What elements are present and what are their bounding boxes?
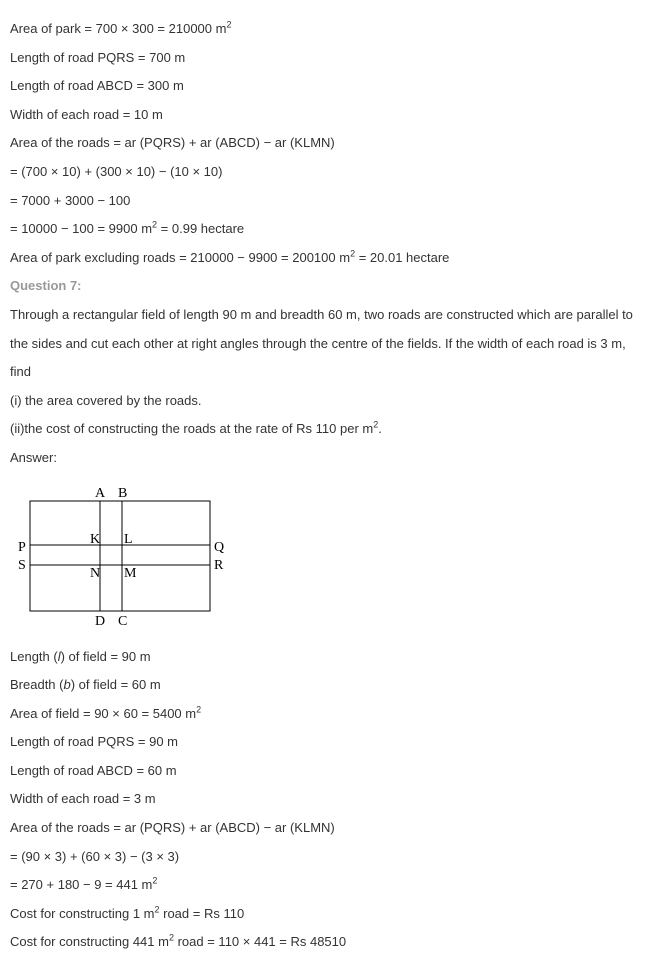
svg-text:R: R: [214, 558, 224, 573]
text: = (90 × 3) + (60 × 3) − (3 × 3): [10, 849, 179, 864]
text-pre: Breadth (: [10, 677, 63, 692]
solution7-line5: Length of road ABCD = 60 m: [10, 757, 644, 786]
heading-text: Question 7:: [10, 278, 82, 293]
svg-text:A: A: [95, 486, 106, 501]
text: = (700 × 10) + (300 × 10) − (10 × 10): [10, 164, 222, 179]
text: Through a rectangular field of length 90…: [10, 307, 633, 379]
text: = 7000 + 3000 − 100: [10, 193, 130, 208]
text: = 270 + 180 − 9 = 441 m2: [10, 877, 157, 892]
solution6-line2: Length of road PQRS = 700 m: [10, 44, 644, 73]
svg-text:P: P: [18, 540, 26, 555]
text: Answer:: [10, 450, 57, 465]
solution6-line7: = 7000 + 3000 − 100: [10, 187, 644, 216]
text: Area of field = 90 × 60 = 5400 m2: [10, 706, 201, 721]
question7-heading: Question 7:: [10, 272, 644, 301]
text: Width of each road = 3 m: [10, 791, 156, 806]
solution7-line6: Width of each road = 3 m: [10, 785, 644, 814]
answer-label: Answer:: [10, 444, 644, 473]
svg-text:K: K: [90, 532, 100, 547]
svg-text:Q: Q: [214, 540, 224, 555]
solution6-line8: = 10000 − 100 = 9900 m2 = 0.99 hectare: [10, 215, 644, 244]
solution7-line3: Area of field = 90 × 60 = 5400 m2: [10, 700, 644, 729]
text: Area of the roads = ar (PQRS) + ar (ABCD…: [10, 820, 335, 835]
text-pre: Length (: [10, 649, 58, 664]
svg-text:L: L: [124, 532, 133, 547]
solution7-line9: = 270 + 180 − 9 = 441 m2: [10, 871, 644, 900]
svg-text:M: M: [124, 566, 137, 581]
text: Length of road ABCD = 60 m: [10, 763, 177, 778]
text: Length of road PQRS = 90 m: [10, 734, 178, 749]
svg-text:S: S: [18, 558, 26, 573]
solution7-line7: Area of the roads = ar (PQRS) + ar (ABCD…: [10, 814, 644, 843]
svg-text:N: N: [90, 566, 100, 581]
solution6-line4: Width of each road = 10 m: [10, 101, 644, 130]
text: (i) the area covered by the roads.: [10, 393, 202, 408]
text: = 10000 − 100 = 9900 m2 = 0.99 hectare: [10, 221, 244, 236]
svg-text:D: D: [95, 614, 105, 628]
solution7-line10: Cost for constructing 1 m2 road = Rs 110: [10, 900, 644, 929]
field-diagram: AB PS QR K L N M DC: [10, 483, 644, 628]
solution7-line4: Length of road PQRS = 90 m: [10, 728, 644, 757]
solution7-line2: Breadth (b) of field = 60 m: [10, 671, 644, 700]
svg-text:B: B: [118, 486, 127, 501]
text: Area of park = 700 × 300 = 210000 m2: [10, 21, 231, 36]
text-post: ) of field = 90 m: [61, 649, 151, 664]
text: Area of park excluding roads = 210000 − …: [10, 250, 449, 265]
solution6-line1: Area of park = 700 × 300 = 210000 m2: [10, 15, 644, 44]
var-b: b: [63, 677, 70, 692]
text: Area of the roads = ar (PQRS) + ar (ABCD…: [10, 135, 335, 150]
text: Length of road ABCD = 300 m: [10, 78, 184, 93]
text: Length of road PQRS = 700 m: [10, 50, 185, 65]
diagram-svg: AB PS QR K L N M DC: [10, 483, 230, 628]
text: Width of each road = 10 m: [10, 107, 163, 122]
solution7-line11: Cost for constructing 441 m2 road = 110 …: [10, 928, 644, 957]
solution6-line5: Area of the roads = ar (PQRS) + ar (ABCD…: [10, 129, 644, 158]
solution7-line8: = (90 × 3) + (60 × 3) − (3 × 3): [10, 843, 644, 872]
text-post: ) of field = 60 m: [71, 677, 161, 692]
question7-para1: Through a rectangular field of length 90…: [10, 301, 644, 387]
svg-text:C: C: [118, 614, 127, 628]
text: Cost for constructing 441 m2 road = 110 …: [10, 934, 346, 949]
question7-para2: (i) the area covered by the roads.: [10, 387, 644, 416]
solution7-line1: Length (l) of field = 90 m: [10, 643, 644, 672]
solution6-line9: Area of park excluding roads = 210000 − …: [10, 244, 644, 273]
text: Cost for constructing 1 m2 road = Rs 110: [10, 906, 244, 921]
solution6-line6: = (700 × 10) + (300 × 10) − (10 × 10): [10, 158, 644, 187]
solution6-line3: Length of road ABCD = 300 m: [10, 72, 644, 101]
text: (ii)the cost of constructing the roads a…: [10, 421, 382, 436]
question7-para3: (ii)the cost of constructing the roads a…: [10, 415, 644, 444]
